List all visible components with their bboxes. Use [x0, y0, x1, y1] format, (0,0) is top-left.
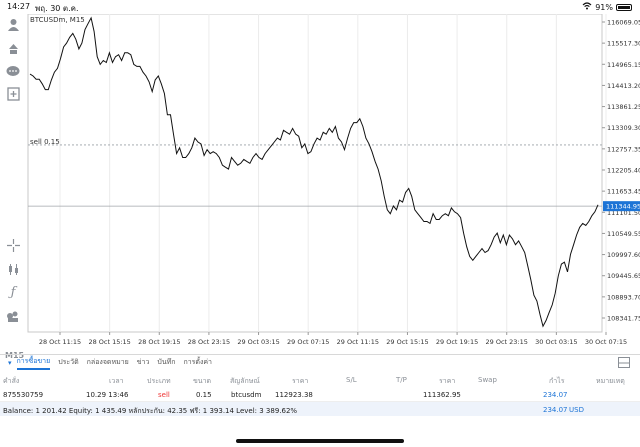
table-header-row: คำสั่ง เวลา ประเภท ขนาด สัญลักษณ์ ราคา S…: [0, 372, 640, 387]
cell-volume: 0.15: [196, 391, 212, 399]
chart-symbol-label: BTCUSDm, M15: [30, 16, 85, 24]
wifi-icon: [582, 2, 592, 12]
objects-icon[interactable]: [5, 308, 21, 324]
battery-percent: 91%: [595, 2, 613, 12]
header-current-price: ราคา: [439, 377, 456, 385]
tab-journal[interactable]: บันทึก: [157, 358, 176, 366]
battery-icon: [616, 3, 632, 11]
y-tick-label: 109997.60: [607, 251, 640, 259]
crosshair-icon[interactable]: [5, 237, 21, 253]
header-tp: T/P: [396, 376, 407, 384]
x-tick-label: 29 Oct 07:15: [287, 338, 329, 346]
header-comment: หมายเหตุ: [596, 377, 625, 385]
tab-trade[interactable]: การซื้อขาย: [16, 356, 51, 370]
x-tick-label: 30 Oct 07:15: [585, 338, 627, 346]
header-sl: S/L: [346, 376, 357, 384]
tab-mailbox[interactable]: กล่องจดหมาย: [86, 358, 129, 366]
cell-profit: 234.07: [543, 391, 568, 399]
y-tick-label: 113309.30: [607, 124, 640, 132]
status-time: 14:27: [7, 2, 31, 11]
balance-summary: Balance: 1 201.42 Equity: 1 435.49 หลักป…: [3, 407, 298, 415]
home-indicator: [236, 439, 404, 443]
x-tick-label: 29 Oct 23:15: [486, 338, 528, 346]
y-tick-label: 112205.40: [607, 167, 640, 175]
x-tick-label: 28 Oct 23:15: [188, 338, 230, 346]
status-bar: 14:27 พฤ. 30 ต.ค. 91%: [0, 0, 640, 14]
total-profit: 234.07: [543, 406, 568, 414]
positions-table: คำสั่ง เวลา ประเภท ขนาด สัญลักษณ์ ราคา S…: [0, 372, 640, 402]
x-tick-label: 29 Oct 11:15: [337, 338, 379, 346]
header-profit: กำไร: [549, 377, 565, 385]
y-tick-label: 112757.35: [607, 145, 640, 153]
status-right: 91%: [582, 2, 632, 12]
x-tick-label: 28 Oct 11:15: [39, 338, 81, 346]
price-chart[interactable]: 28 Oct 11:15 28 Oct 15:15 28 Oct 19:15 28 O…: [26, 14, 640, 354]
y-tick-label: 114965.15: [607, 61, 640, 69]
x-tick-label: 28 Oct 15:15: [88, 338, 130, 346]
balance-bar: Balance: 1 201.42 Equity: 1 435.49 หลักป…: [0, 402, 640, 416]
price-series-line: [29, 16, 599, 328]
y-tick-label: 108893.70: [607, 293, 640, 301]
indicator-icon[interactable]: ƒ: [10, 284, 16, 300]
tab-history[interactable]: ประวัติ: [58, 358, 79, 366]
y-tick-label: 115517.30: [607, 40, 640, 48]
header-order: คำสั่ง: [3, 377, 20, 385]
account-icon[interactable]: [5, 16, 21, 32]
layout-toggle-icon[interactable]: [618, 357, 630, 371]
header-volume: ขนาด: [193, 377, 212, 385]
x-tick-label: 29 Oct 15:15: [386, 338, 428, 346]
collapse-caret-icon[interactable]: ▾: [8, 358, 12, 367]
cell-order: 875530759: [3, 391, 44, 399]
current-price-label: 111344.95: [606, 203, 640, 211]
y-tick-label: 108341.75: [607, 315, 640, 323]
header-type: ประเภท: [147, 377, 171, 385]
header-swap: Swap: [478, 376, 497, 384]
x-tick-label: 28 Oct 19:15: [138, 338, 180, 346]
cell-price: 112923.38: [275, 391, 313, 399]
table-row[interactable]: 875530759 10.29 13:46 sell 0.15 btcusdm …: [0, 387, 640, 402]
status-date: พฤ. 30 ต.ค.: [35, 4, 79, 13]
cell-current-price: 111362.95: [423, 391, 461, 399]
cell-symbol: btcusdm: [231, 391, 262, 399]
candles-icon[interactable]: [5, 261, 21, 277]
y-tick-label: 114413.20: [607, 82, 640, 90]
header-time: เวลา: [109, 377, 124, 385]
chat-icon[interactable]: [5, 63, 21, 79]
chart-toolbar: ƒ M15: [0, 14, 26, 360]
plot-frame: [27, 14, 603, 333]
x-tick-label: 29 Oct 19:15: [436, 338, 478, 346]
y-tick-label: 116069.05: [607, 19, 640, 27]
sell-order-label: sell 0.15: [30, 138, 60, 146]
header-price: ราคา: [292, 377, 309, 385]
add-icon[interactable]: [5, 86, 21, 102]
terminal-tabs: ▾ การซื้อขาย ประวัติ กล่องจดหมาย ข่าว บั…: [0, 354, 640, 370]
header-symbol: สัญลักษณ์: [230, 377, 260, 385]
y-tick-label: 111101.50: [607, 209, 640, 217]
currency-label: USD: [569, 406, 584, 414]
tab-settings[interactable]: การตั้งค่า: [183, 358, 212, 366]
y-tick-label: 113861.25: [607, 103, 640, 111]
current-price-badge: [603, 201, 640, 212]
x-tick-label: 29 Oct 03:15: [237, 338, 279, 346]
x-tick-label: 30 Oct 03:15: [535, 338, 577, 346]
tab-news[interactable]: ข่าว: [136, 358, 150, 366]
y-tick-label: 111653.45: [607, 188, 640, 196]
y-tick-label: 109445.65: [607, 272, 640, 280]
cell-time: 10.29 13:46: [86, 391, 129, 399]
y-tick-label: 110549.55: [607, 230, 640, 238]
timeframe-label[interactable]: M15: [5, 351, 25, 360]
trade-icon[interactable]: [5, 40, 21, 56]
cell-type: sell: [158, 391, 170, 399]
